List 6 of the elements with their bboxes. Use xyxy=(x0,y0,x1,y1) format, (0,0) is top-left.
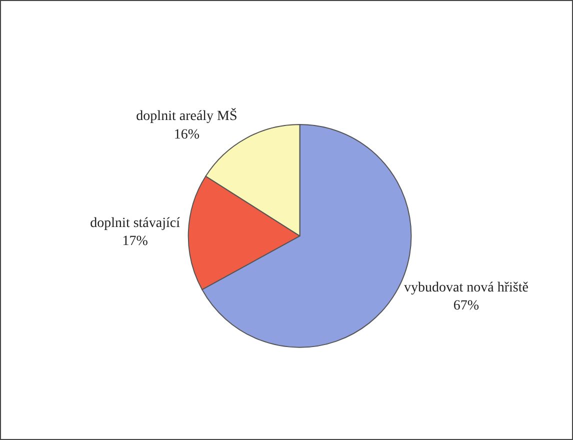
data-label: 16% xyxy=(174,127,200,142)
data-label: 67% xyxy=(453,298,480,314)
slice-label: doplnit areály MŠ xyxy=(136,107,238,124)
slice-label: vybudovat nová hřiště xyxy=(404,280,528,296)
data-label: 17% xyxy=(122,234,148,250)
slice-label: doplnit stávající xyxy=(90,216,180,231)
